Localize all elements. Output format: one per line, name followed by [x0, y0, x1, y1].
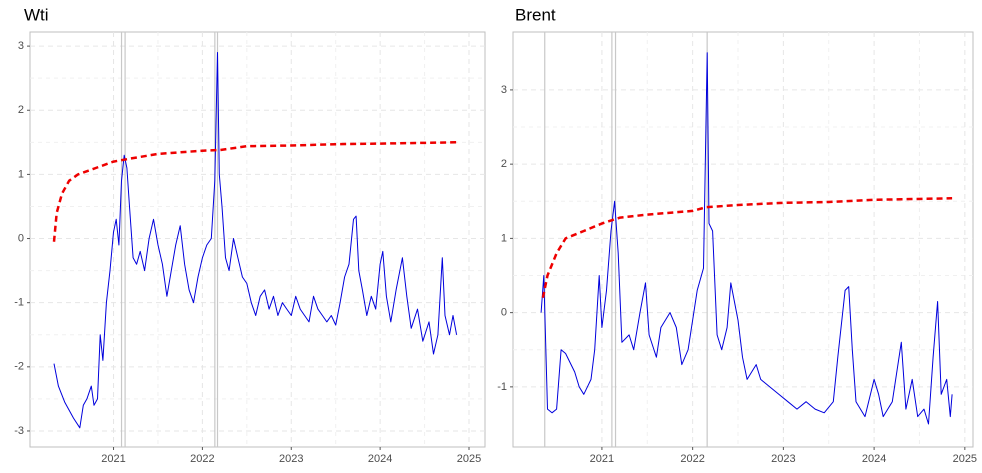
y-tick-label: 2	[18, 104, 24, 116]
x-tick-label: 2021	[101, 453, 125, 465]
y-tick-label: 0	[501, 307, 507, 319]
chart-title: Brent	[515, 5, 556, 24]
x-tick-label: 2024	[862, 453, 886, 465]
y-tick-label: -1	[497, 381, 507, 393]
series-line	[540, 52, 953, 425]
y-tick-label: -1	[14, 297, 24, 309]
y-tick-label: -2	[14, 361, 24, 373]
series-line	[52, 141, 457, 242]
x-tick-label: 2025	[953, 453, 977, 465]
y-tick-label: 1	[18, 168, 24, 180]
y-tick-label: 3	[18, 40, 24, 52]
x-tick-label: 2024	[368, 453, 392, 465]
y-tick-label: 1	[501, 232, 507, 244]
y-tick-label: 0	[18, 232, 24, 244]
plot-frame	[29, 31, 486, 448]
x-tick-label: 2023	[771, 453, 795, 465]
x-tick-label: 2025	[457, 453, 481, 465]
x-tick-label: 2022	[190, 453, 214, 465]
series-line	[53, 52, 458, 429]
series-line	[541, 197, 953, 299]
chart-title: Wti	[24, 5, 49, 24]
y-tick-label: 2	[501, 158, 507, 170]
y-tick-label: 3	[501, 84, 507, 96]
y-tick-label: -3	[14, 425, 24, 437]
x-tick-label: 2022	[680, 453, 704, 465]
x-tick-label: 2021	[590, 453, 614, 465]
x-tick-label: 2023	[279, 453, 303, 465]
